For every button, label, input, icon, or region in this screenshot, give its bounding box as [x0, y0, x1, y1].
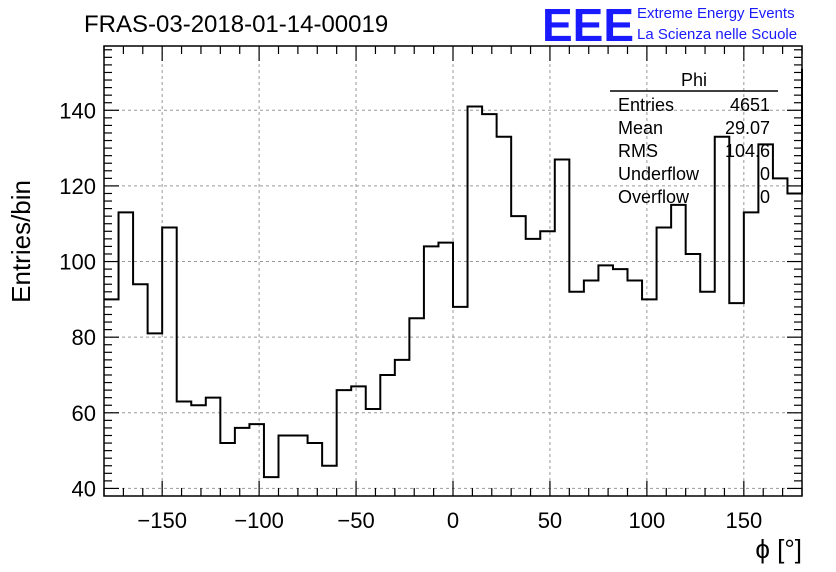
- x-tick-label: 100: [629, 508, 666, 533]
- y-ticks: [104, 49, 802, 490]
- y-axis-label: Entries/bin: [6, 180, 36, 303]
- stats-row-value: 104.6: [725, 141, 770, 161]
- stats-title: Phi: [681, 70, 707, 90]
- stats-row-label: RMS: [618, 141, 658, 161]
- x-tick-label: 50: [538, 508, 562, 533]
- stats-rows: Entries 4651 Mean 29.07 RMS 104.6 Underflow 0 Ov…: [618, 95, 770, 207]
- logo-mark: EEE: [542, 0, 634, 51]
- y-tick-label: 100: [59, 250, 96, 275]
- stats-box: Phi Entries 4651 Mean 29.07 RMS 104.6 Underflo…: [610, 70, 778, 207]
- histogram-line: [104, 68, 803, 479]
- x-tick-label: −100: [234, 508, 284, 533]
- y-tick-label: 120: [59, 174, 96, 199]
- y-tick-label: 80: [72, 325, 96, 350]
- stats-row-label: Entries: [618, 95, 674, 115]
- x-tick-labels: −150 −100 −50 0 50 100 150: [137, 508, 762, 533]
- logo-line-1: Extreme Energy Events: [637, 5, 795, 22]
- x-tick-label: −50: [337, 508, 374, 533]
- x-tick-label: 150: [725, 508, 762, 533]
- logo-line-2: La Scienza nelle Scuole: [637, 26, 797, 43]
- chart-title: FRAS-03-2018-01-14-00019: [84, 11, 388, 38]
- x-tick-label: 0: [447, 508, 459, 533]
- x-tick-label: −150: [137, 508, 187, 533]
- stats-row-value: 4651: [730, 95, 770, 115]
- stats-row-value: 0: [760, 164, 770, 184]
- stats-row-label: Overflow: [618, 187, 690, 207]
- grid: [104, 46, 802, 496]
- stats-row-value: 0: [760, 187, 770, 207]
- y-tick-label: 40: [72, 476, 96, 501]
- y-tick-label: 60: [72, 401, 96, 426]
- stats-row-value: 29.07: [725, 118, 770, 138]
- eee-logo: EEE Extreme Energy Events La Scienza nel…: [542, 0, 797, 51]
- stats-row-label: Mean: [618, 118, 663, 138]
- stats-row-label: Underflow: [618, 164, 700, 184]
- plot-frame: [103, 45, 803, 497]
- y-tick-labels: 40 60 80 100 120 140: [59, 98, 96, 501]
- y-tick-label: 140: [59, 98, 96, 123]
- x-axis-label: ϕ [°]: [755, 534, 802, 564]
